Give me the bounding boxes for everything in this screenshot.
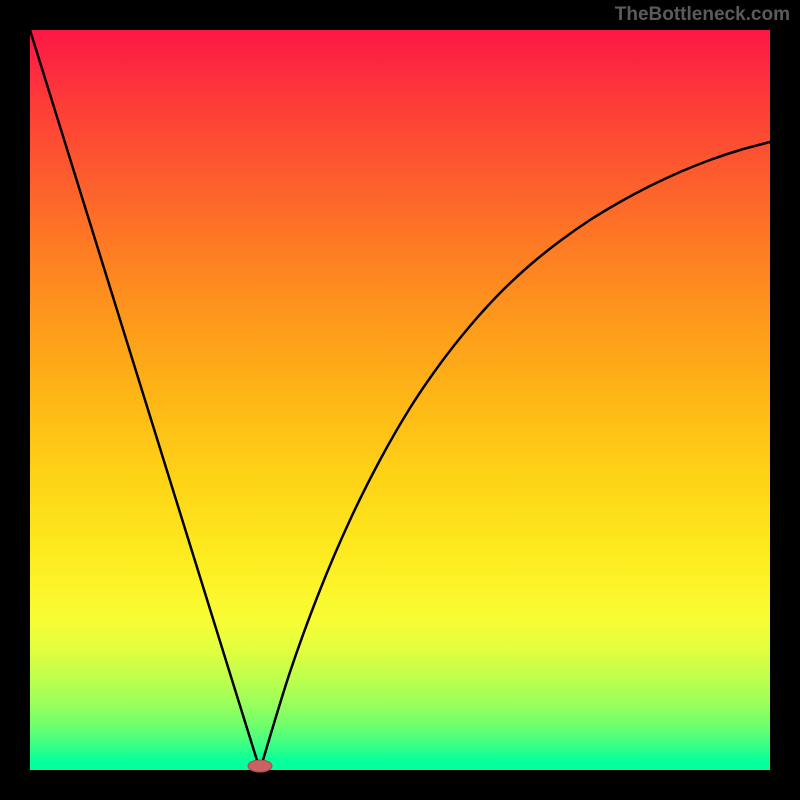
bottleneck-chart-svg — [0, 0, 800, 800]
watermark-text: TheBottleneck.com — [615, 4, 790, 26]
chart-container: { "watermark": { "text": "TheBottleneck.… — [0, 0, 800, 800]
dip-marker — [248, 760, 272, 772]
gradient-background — [30, 30, 770, 770]
